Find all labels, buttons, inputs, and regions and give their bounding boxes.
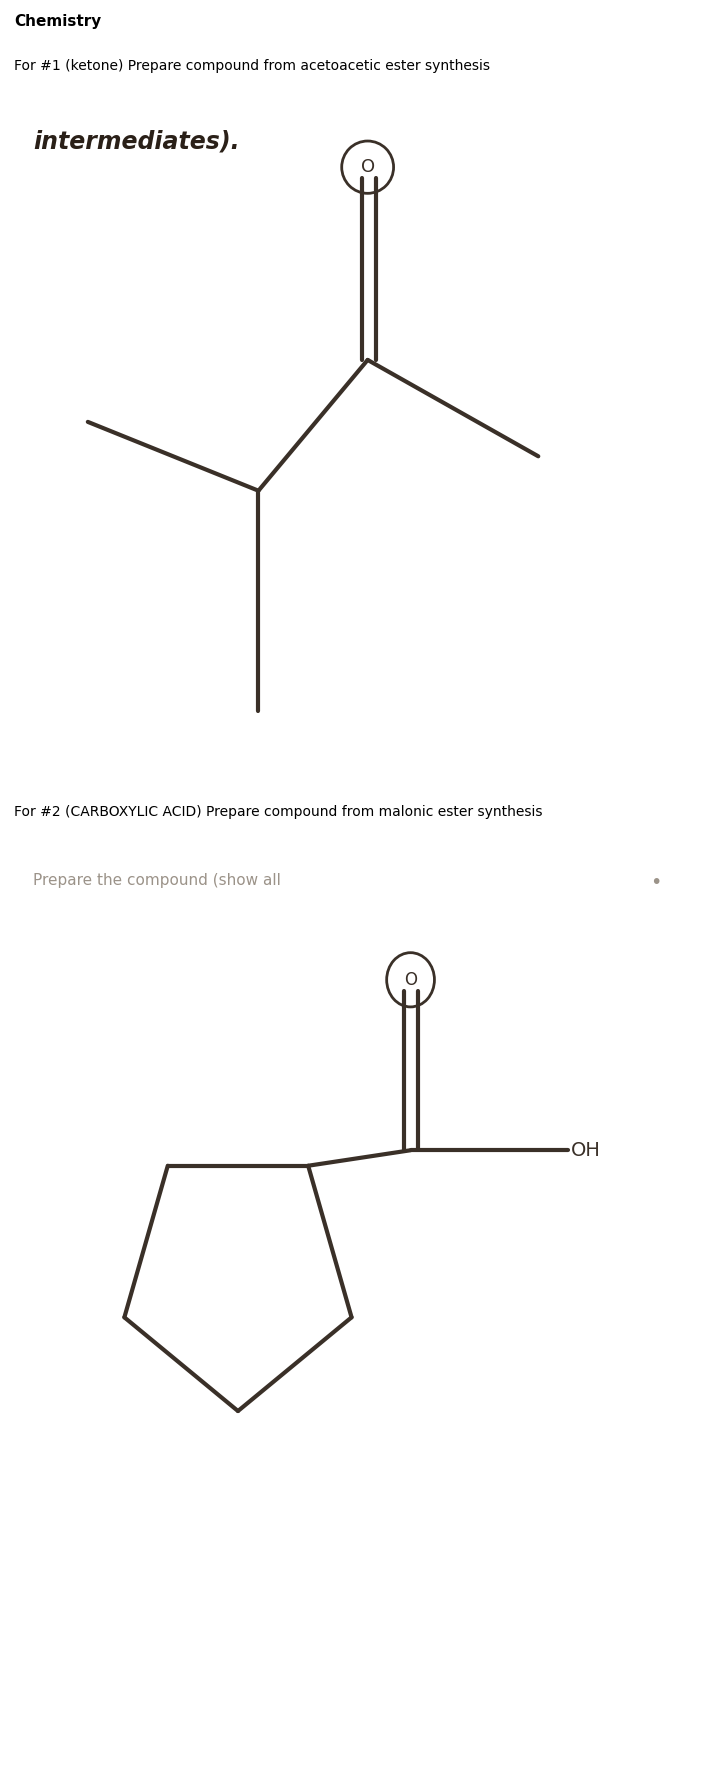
- Text: OH: OH: [571, 1141, 601, 1160]
- Text: For #2 (CARBOXYLIC ACID) Prepare compound from malonic ester synthesis: For #2 (CARBOXYLIC ACID) Prepare compoun…: [14, 805, 542, 819]
- Text: Prepare the compound (show all: Prepare the compound (show all: [33, 873, 281, 887]
- Text: intermediates).: intermediates).: [33, 129, 240, 154]
- Text: For #1 (ketone) Prepare compound from acetoacetic ester synthesis: For #1 (ketone) Prepare compound from ac…: [14, 59, 490, 73]
- Text: O: O: [404, 971, 417, 989]
- Text: Chemistry: Chemistry: [14, 14, 101, 29]
- Text: •: •: [650, 873, 661, 892]
- Text: O: O: [360, 157, 375, 177]
